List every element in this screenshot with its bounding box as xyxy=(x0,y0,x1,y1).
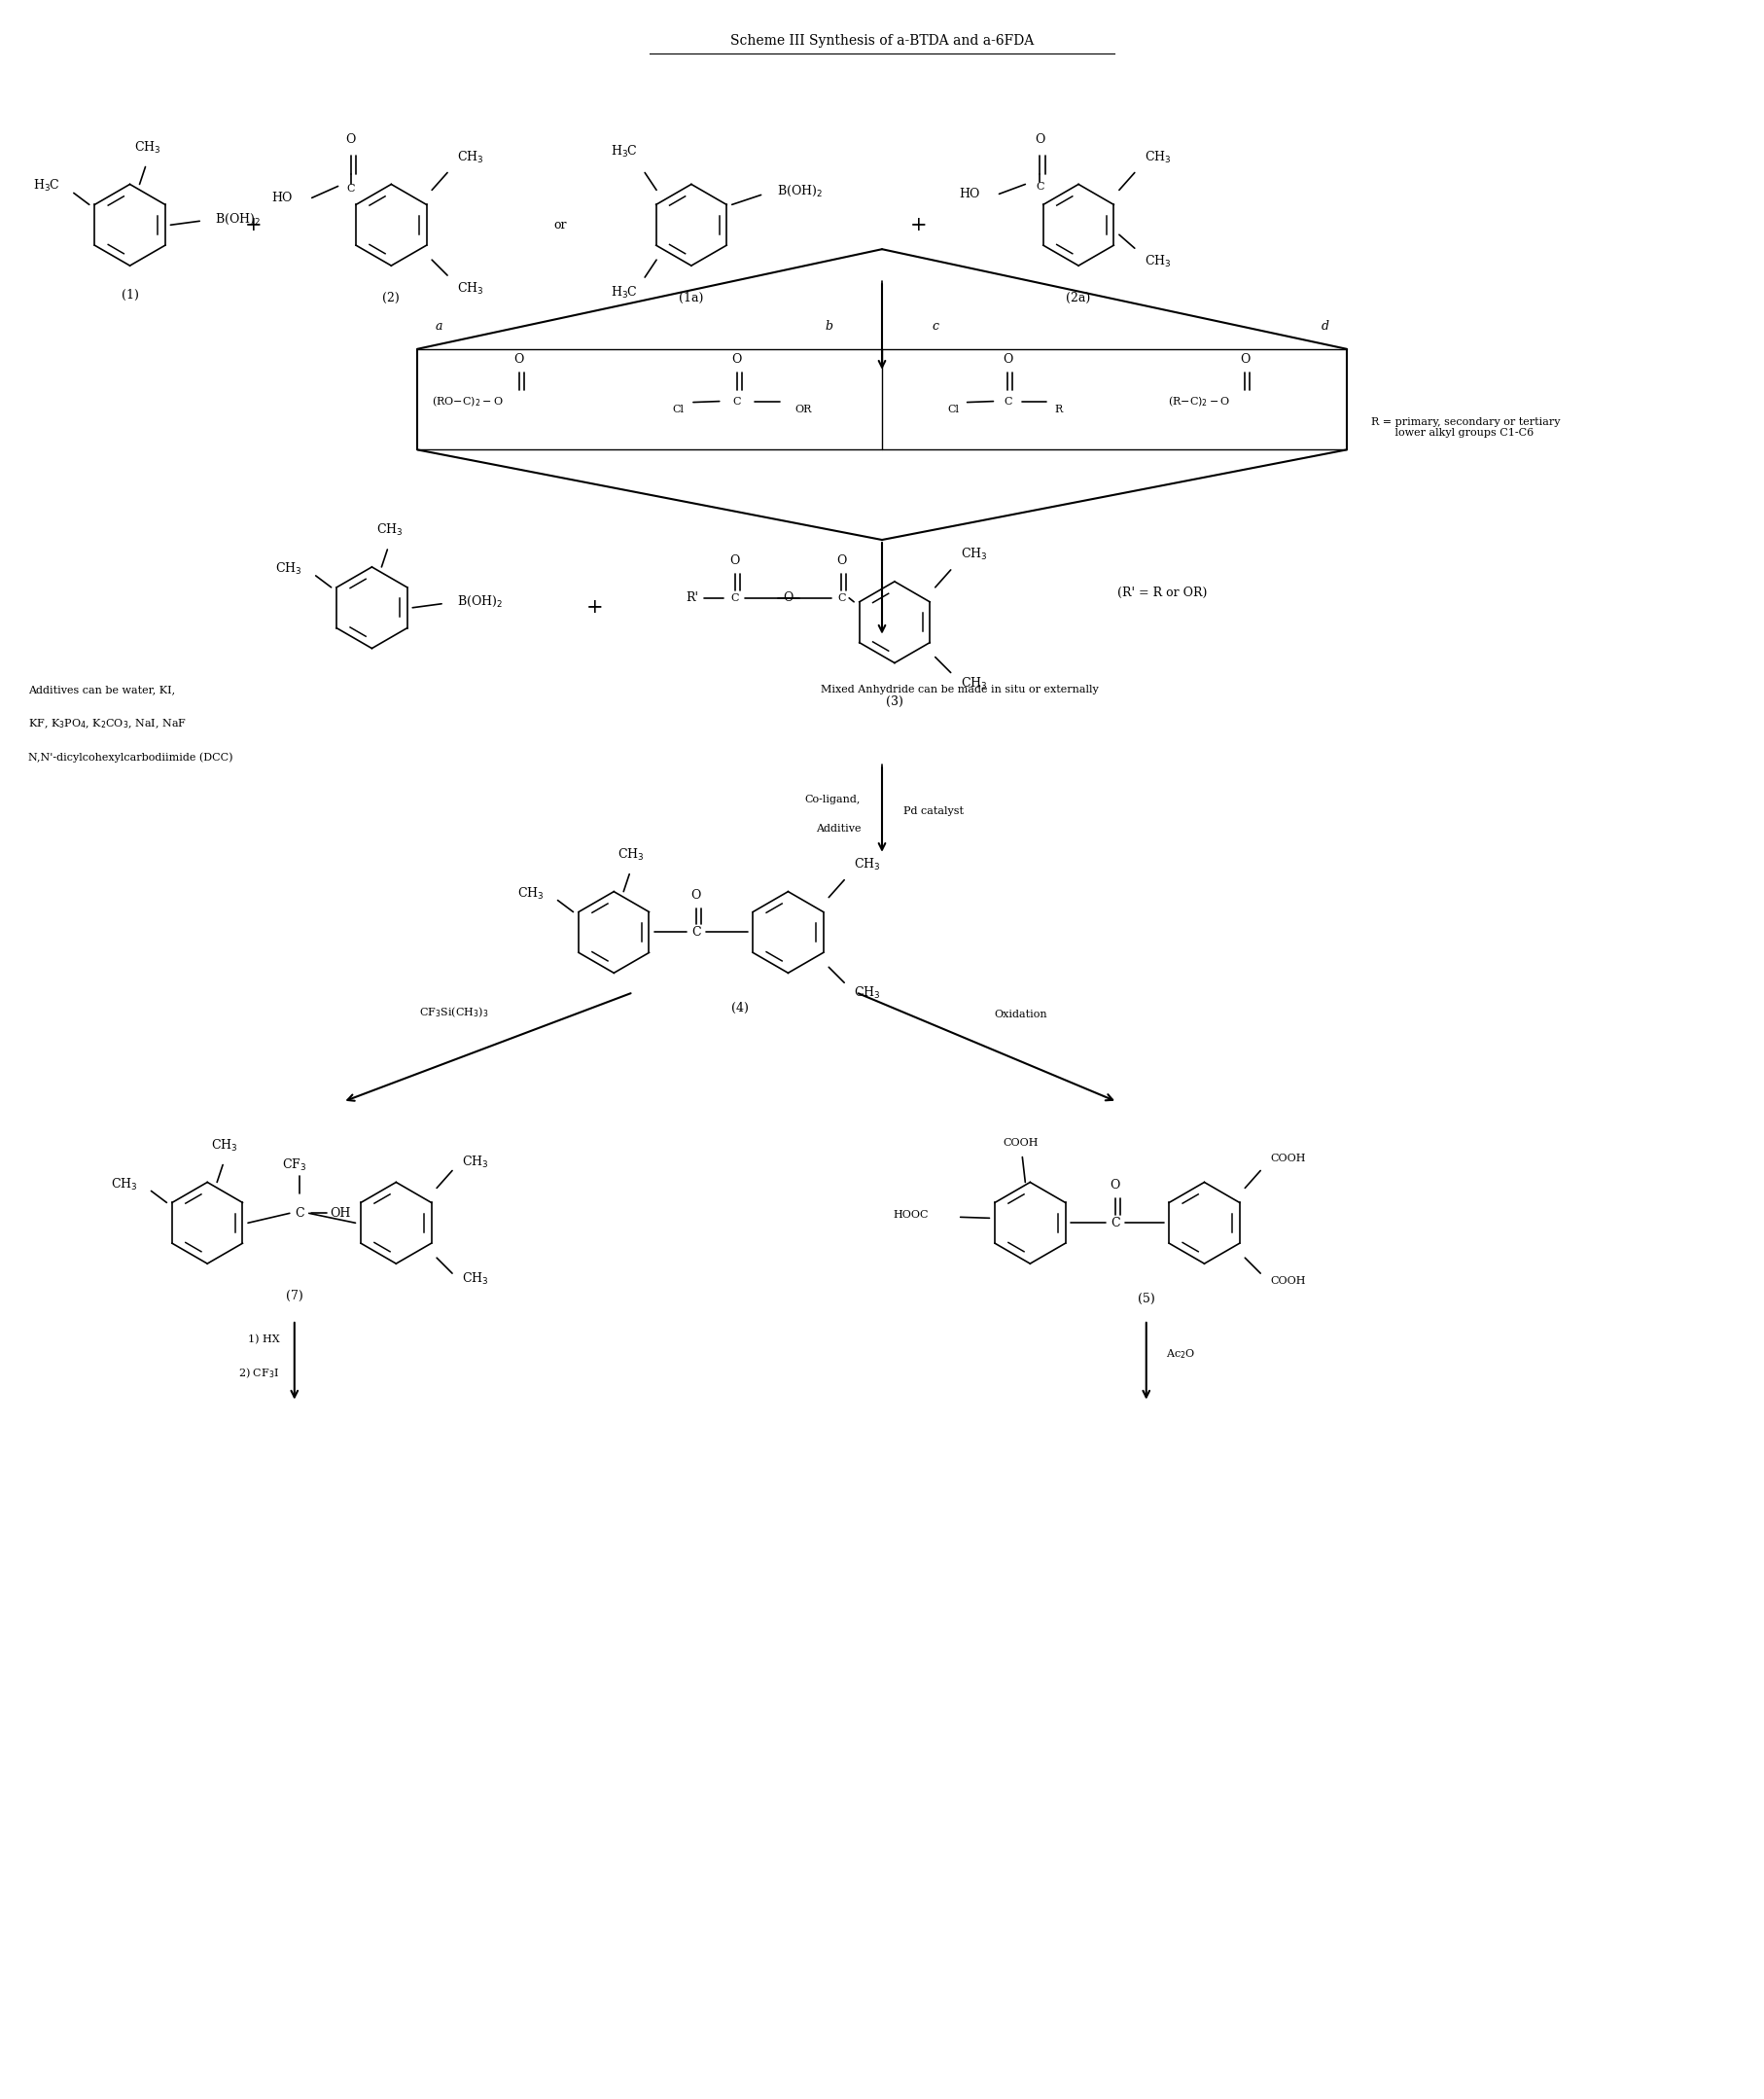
Text: (1a): (1a) xyxy=(679,292,704,304)
Text: H$_3$C: H$_3$C xyxy=(34,178,60,193)
Text: O: O xyxy=(346,132,355,145)
Text: C: C xyxy=(346,185,355,193)
Text: CH$_3$: CH$_3$ xyxy=(134,139,161,155)
Text: R: R xyxy=(1053,405,1062,414)
Text: O: O xyxy=(1034,132,1044,145)
Text: Oxidation: Oxidation xyxy=(993,1010,1046,1020)
Text: (7): (7) xyxy=(286,1289,303,1301)
Text: CH$_3$: CH$_3$ xyxy=(212,1138,238,1152)
Text: COOH: COOH xyxy=(1270,1276,1305,1287)
Text: Cl: Cl xyxy=(672,405,683,414)
Text: +: + xyxy=(910,216,926,235)
Text: 1) HX: 1) HX xyxy=(249,1335,280,1343)
Text: CH$_3$: CH$_3$ xyxy=(462,1272,489,1287)
Text: Mixed Anhydride can be made in situ or externally: Mixed Anhydride can be made in situ or e… xyxy=(820,684,1097,695)
Text: C: C xyxy=(732,397,741,407)
Text: CH$_3$: CH$_3$ xyxy=(854,987,880,1001)
Text: CH$_3$: CH$_3$ xyxy=(1143,149,1170,166)
Text: HO: HO xyxy=(272,191,293,204)
Text: O: O xyxy=(730,554,739,567)
Text: c: c xyxy=(931,321,938,334)
Text: (4): (4) xyxy=(730,1001,748,1014)
Text: (5): (5) xyxy=(1138,1293,1154,1306)
Text: CH$_3$: CH$_3$ xyxy=(376,523,402,537)
Text: C: C xyxy=(836,594,845,602)
Text: C: C xyxy=(691,926,700,938)
Text: CH$_3$: CH$_3$ xyxy=(617,846,644,863)
Text: Ac$_2$O: Ac$_2$O xyxy=(1164,1348,1194,1360)
Text: CF$_3$: CF$_3$ xyxy=(282,1157,307,1173)
Text: B(OH)$_2$: B(OH)$_2$ xyxy=(457,594,503,609)
Text: C: C xyxy=(1035,183,1043,191)
Text: (R$-$C$)_2-$O: (R$-$C$)_2-$O xyxy=(1168,395,1230,409)
Text: O: O xyxy=(732,353,741,365)
Text: CH$_3$: CH$_3$ xyxy=(517,886,543,900)
Text: C: C xyxy=(1110,1217,1120,1230)
Text: (RO$-$C$)_2-$O: (RO$-$C$)_2-$O xyxy=(432,395,503,409)
Text: C: C xyxy=(295,1207,303,1220)
Text: B(OH)$_2$: B(OH)$_2$ xyxy=(215,212,261,227)
Text: a: a xyxy=(434,321,443,334)
Text: O: O xyxy=(1002,353,1013,365)
Text: H$_3$C: H$_3$C xyxy=(610,285,639,300)
Text: CH$_3$: CH$_3$ xyxy=(457,281,483,296)
Text: Cl: Cl xyxy=(947,405,960,414)
Text: +: + xyxy=(245,216,263,235)
Text: or: or xyxy=(554,218,566,231)
Text: CH$_3$: CH$_3$ xyxy=(1143,254,1170,269)
Text: C: C xyxy=(1004,397,1011,407)
Text: KF, K$_3$PO$_4$, K$_2$CO$_3$, NaI, NaF: KF, K$_3$PO$_4$, K$_2$CO$_3$, NaI, NaF xyxy=(28,718,187,730)
Text: (2): (2) xyxy=(383,292,400,304)
Text: O: O xyxy=(1110,1180,1120,1192)
Text: CH$_3$: CH$_3$ xyxy=(457,149,483,166)
Text: R = primary, secondary or tertiary
       lower alkyl groups C1-C6: R = primary, secondary or tertiary lower… xyxy=(1371,418,1559,439)
Text: Additives can be water, KI,: Additives can be water, KI, xyxy=(28,684,175,695)
Text: R': R' xyxy=(684,592,699,605)
Text: Scheme III Synthesis of a-BTDA and a-6FDA: Scheme III Synthesis of a-BTDA and a-6FD… xyxy=(730,34,1034,48)
Text: OH: OH xyxy=(330,1207,351,1220)
Text: d: d xyxy=(1321,321,1328,334)
Text: CH$_3$: CH$_3$ xyxy=(960,546,986,563)
Text: C: C xyxy=(730,594,739,602)
Text: O: O xyxy=(783,592,792,605)
Text: (1): (1) xyxy=(122,288,139,300)
Text: CH$_3$: CH$_3$ xyxy=(960,676,986,691)
Text: O: O xyxy=(691,888,700,900)
Text: b: b xyxy=(824,321,833,334)
Text: H$_3$C: H$_3$C xyxy=(610,143,639,160)
Text: O: O xyxy=(513,353,524,365)
Text: COOH: COOH xyxy=(1002,1138,1037,1148)
Text: (R' = R or OR): (R' = R or OR) xyxy=(1117,588,1207,600)
Text: B(OH)$_2$: B(OH)$_2$ xyxy=(776,183,822,199)
Text: O: O xyxy=(1240,353,1249,365)
Text: CH$_3$: CH$_3$ xyxy=(275,560,302,577)
Text: Pd catalyst: Pd catalyst xyxy=(903,806,963,817)
Text: Co-ligand,: Co-ligand, xyxy=(804,796,861,804)
Text: HO: HO xyxy=(958,187,979,199)
Text: COOH: COOH xyxy=(1270,1152,1305,1163)
Text: CH$_3$: CH$_3$ xyxy=(854,856,880,873)
Text: N,N'-dicylcohexylcarbodiimide (DCC): N,N'-dicylcohexylcarbodiimide (DCC) xyxy=(28,754,233,764)
Text: (3): (3) xyxy=(886,695,903,707)
Text: CH$_3$: CH$_3$ xyxy=(111,1175,138,1192)
Text: (2a): (2a) xyxy=(1065,292,1090,304)
Text: 2) CF$_3$I: 2) CF$_3$I xyxy=(238,1366,280,1381)
Text: HOOC: HOOC xyxy=(893,1211,928,1220)
Text: OR: OR xyxy=(794,405,811,414)
Text: O: O xyxy=(836,554,847,567)
Text: CH$_3$: CH$_3$ xyxy=(462,1154,489,1169)
Text: CF$_3$Si(CH$_3$)$_3$: CF$_3$Si(CH$_3$)$_3$ xyxy=(420,1005,489,1020)
Text: +: + xyxy=(586,598,603,617)
Text: Additive: Additive xyxy=(815,823,861,833)
